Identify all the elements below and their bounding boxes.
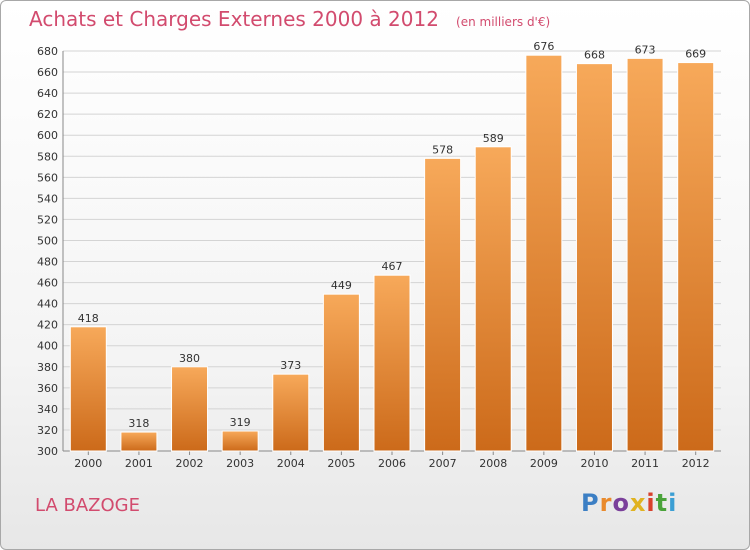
value-label-2009: 676 xyxy=(533,40,554,53)
x-tick-label-2007: 2007 xyxy=(429,457,457,470)
bar-2012 xyxy=(677,62,715,452)
y-tick-label: 560 xyxy=(37,171,58,184)
x-tick-label-2010: 2010 xyxy=(580,457,608,470)
labels: 418 318 380 319 373 449 467 578 589 676 668 673 669 xyxy=(78,40,706,430)
y-tick-label: 320 xyxy=(37,424,58,437)
y-tick-label: 580 xyxy=(37,150,58,163)
y-tick-label: 620 xyxy=(37,108,58,121)
chart-subtitle: (en milliers d'€) xyxy=(456,15,551,29)
x-tick-label-2003: 2003 xyxy=(226,457,254,470)
value-label-2010: 668 xyxy=(584,49,605,62)
y-tick-label: 460 xyxy=(37,277,58,290)
value-label-2005: 449 xyxy=(331,279,352,292)
y-tick-label: 440 xyxy=(37,298,58,311)
x-tick-label-2001: 2001 xyxy=(125,457,153,470)
y-tick-label: 420 xyxy=(37,319,58,332)
value-label-2003: 319 xyxy=(230,416,251,429)
x-tick-label-2009: 2009 xyxy=(530,457,558,470)
bars xyxy=(69,54,715,452)
x-tick-label-2012: 2012 xyxy=(682,457,710,470)
x-tick-label-2002: 2002 xyxy=(176,457,204,470)
y-tick-label: 540 xyxy=(37,192,58,205)
x-tick-label-2008: 2008 xyxy=(479,457,507,470)
x-tick-label-2006: 2006 xyxy=(378,457,406,470)
y-tick-label: 380 xyxy=(37,361,58,374)
x-tick-label-2000: 2000 xyxy=(74,457,102,470)
title-line: Achats et Charges Externes 2000 à 2012 (… xyxy=(29,7,550,31)
y-tick-label: 480 xyxy=(37,256,58,269)
bar-2006 xyxy=(373,274,411,452)
bar-2007 xyxy=(424,157,462,452)
x-tick-label-2011: 2011 xyxy=(631,457,659,470)
bar-2002 xyxy=(171,366,209,452)
bar-2001 xyxy=(120,431,158,452)
bar-2003 xyxy=(221,430,259,452)
value-label-2001: 318 xyxy=(128,417,149,430)
bar-2005 xyxy=(322,293,360,452)
value-label-2002: 380 xyxy=(179,352,200,365)
y-tick-label: 680 xyxy=(37,45,58,58)
value-label-2004: 373 xyxy=(280,359,301,372)
y-tick-label: 640 xyxy=(37,87,58,100)
bar-2004 xyxy=(272,373,310,452)
chart-title: Achats et Charges Externes 2000 à 2012 xyxy=(29,7,439,31)
y-tick-label: 360 xyxy=(37,382,58,395)
value-label-2011: 673 xyxy=(635,43,656,56)
bar-2000 xyxy=(69,326,107,452)
value-label-2006: 467 xyxy=(382,260,403,273)
y-tick-label: 660 xyxy=(37,66,58,79)
bar-2011 xyxy=(626,57,664,452)
value-label-2008: 589 xyxy=(483,132,504,145)
x-tick-label-2005: 2005 xyxy=(327,457,355,470)
value-label-2000: 418 xyxy=(78,312,99,325)
y-tick-label: 520 xyxy=(37,213,58,226)
bar-2009 xyxy=(525,54,563,452)
bar-2008 xyxy=(474,146,512,452)
bar-2010 xyxy=(575,63,613,452)
location-name: LA BAZOGE xyxy=(35,495,140,516)
y-tick-label: 300 xyxy=(37,445,58,458)
axes: 300 320 340 360 380 400 420 440 460 480 500 520 540 5… xyxy=(37,45,721,470)
value-label-2012: 669 xyxy=(685,48,706,61)
y-tick-label: 400 xyxy=(37,340,58,353)
value-label-2007: 578 xyxy=(432,143,453,156)
y-tick-label: 600 xyxy=(37,129,58,142)
x-tick-label-2004: 2004 xyxy=(277,457,305,470)
proxiti-logo[interactable]: Proxiti xyxy=(581,489,678,517)
y-tick-label: 500 xyxy=(37,234,58,247)
y-tick-label: 340 xyxy=(37,403,58,416)
